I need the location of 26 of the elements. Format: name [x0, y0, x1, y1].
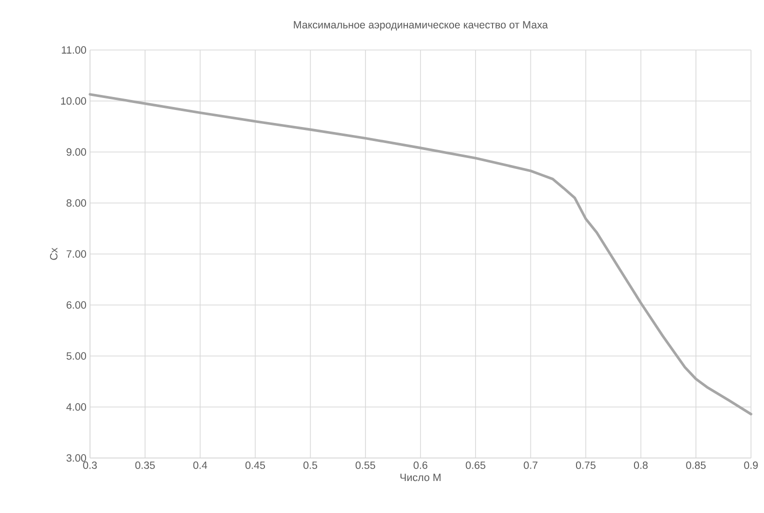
y-tick-label: 5.00 [66, 352, 86, 360]
y-tick-label: 3.00 [66, 454, 86, 462]
x-tick-label: 0.55 [356, 462, 376, 469]
x-tick-label: 0.4 [193, 462, 208, 469]
x-tick-label: 0.6 [414, 462, 428, 469]
x-tick-label: 0.65 [466, 462, 486, 469]
line-series [88, 93, 752, 416]
y-tick-label: 11.00 [62, 46, 86, 54]
x-tick-label: 0.7 [524, 462, 538, 469]
x-tick-label: 0.5 [303, 462, 318, 469]
x-tick-label: 0.9 [744, 462, 758, 469]
y-axis-title: Cx [50, 248, 58, 260]
x-tick-label: 0.35 [135, 462, 155, 469]
y-tick-label: 9.00 [66, 148, 86, 156]
x-axis-title: Число M [400, 474, 440, 482]
x-tick-label: 0.85 [686, 462, 706, 469]
x-tick-label: 0.75 [576, 462, 596, 469]
y-tick-label: 10.00 [61, 97, 86, 105]
y-tick-label: 6.00 [66, 301, 86, 309]
y-tick-label: 7.00 [66, 250, 86, 258]
chart-title: Максимальное аэродинамическое качество от Маха [294, 21, 548, 31]
x-tick-label: 0.3 [83, 462, 97, 469]
x-tick-label: 0.45 [245, 462, 265, 469]
y-tick-label: 4.00 [66, 403, 86, 411]
x-tick-label: 0.8 [634, 462, 648, 469]
y-tick-label: 8.00 [66, 199, 86, 207]
